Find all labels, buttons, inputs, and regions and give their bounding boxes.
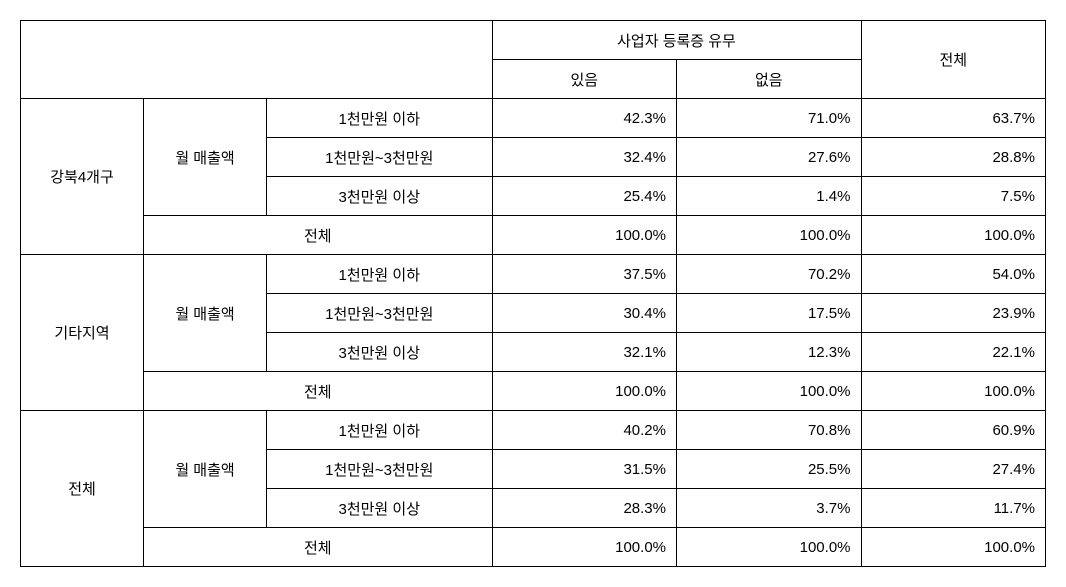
cell-value: 63.7% bbox=[861, 99, 1046, 138]
region-gangbuk: 강북4개구 bbox=[21, 99, 144, 255]
table-row: 전체 월 매출액 1천만원 이하 40.2% 70.8% 60.9% bbox=[21, 411, 1046, 450]
cell-value: 60.9% bbox=[861, 411, 1046, 450]
cell-value: 100.0% bbox=[492, 372, 677, 411]
cell-value: 17.5% bbox=[677, 294, 862, 333]
cell-value: 28.3% bbox=[492, 489, 677, 528]
table-row: 전체 100.0% 100.0% 100.0% bbox=[21, 216, 1046, 255]
cell-value: 32.4% bbox=[492, 138, 677, 177]
range-label: 1천만원~3천만원 bbox=[267, 294, 493, 333]
cell-value: 100.0% bbox=[492, 528, 677, 567]
range-label: 1천만원~3천만원 bbox=[267, 138, 493, 177]
cell-value: 70.2% bbox=[677, 255, 862, 294]
header-total: 전체 bbox=[861, 21, 1046, 99]
cell-value: 100.0% bbox=[677, 372, 862, 411]
header-row-1: 사업자 등록증 유무 전체 bbox=[21, 21, 1046, 60]
cell-value: 71.0% bbox=[677, 99, 862, 138]
region-total: 전체 bbox=[21, 411, 144, 567]
cell-value: 27.6% bbox=[677, 138, 862, 177]
cell-value: 100.0% bbox=[861, 372, 1046, 411]
header-blank bbox=[21, 21, 493, 99]
cell-value: 37.5% bbox=[492, 255, 677, 294]
range-label: 3천만원 이상 bbox=[267, 333, 493, 372]
cell-value: 54.0% bbox=[861, 255, 1046, 294]
header-group-registration: 사업자 등록증 유무 bbox=[492, 21, 861, 60]
range-label: 1천만원~3천만원 bbox=[267, 450, 493, 489]
cell-value: 28.8% bbox=[861, 138, 1046, 177]
range-label: 3천만원 이상 bbox=[267, 177, 493, 216]
cell-value: 27.4% bbox=[861, 450, 1046, 489]
cell-value: 100.0% bbox=[861, 528, 1046, 567]
cell-value: 70.8% bbox=[677, 411, 862, 450]
cell-value: 23.9% bbox=[861, 294, 1046, 333]
range-label: 1천만원 이하 bbox=[267, 411, 493, 450]
cell-value: 31.5% bbox=[492, 450, 677, 489]
range-label: 1천만원 이하 bbox=[267, 255, 493, 294]
cell-value: 100.0% bbox=[677, 216, 862, 255]
cell-value: 3.7% bbox=[677, 489, 862, 528]
header-no: 없음 bbox=[677, 60, 862, 99]
cell-value: 25.4% bbox=[492, 177, 677, 216]
cell-value: 12.3% bbox=[677, 333, 862, 372]
sales-by-registration-table: 사업자 등록증 유무 전체 있음 없음 강북4개구 월 매출액 1천만원 이하 … bbox=[20, 20, 1046, 567]
cell-value: 25.5% bbox=[677, 450, 862, 489]
category-label: 월 매출액 bbox=[144, 99, 267, 216]
cell-value: 100.0% bbox=[677, 528, 862, 567]
range-label: 1천만원 이하 bbox=[267, 99, 493, 138]
cell-value: 100.0% bbox=[861, 216, 1046, 255]
cell-value: 40.2% bbox=[492, 411, 677, 450]
table-row: 강북4개구 월 매출액 1천만원 이하 42.3% 71.0% 63.7% bbox=[21, 99, 1046, 138]
range-total-label: 전체 bbox=[144, 528, 493, 567]
cell-value: 1.4% bbox=[677, 177, 862, 216]
category-label: 월 매출액 bbox=[144, 411, 267, 528]
table-row: 전체 100.0% 100.0% 100.0% bbox=[21, 528, 1046, 567]
range-total-label: 전체 bbox=[144, 372, 493, 411]
cell-value: 30.4% bbox=[492, 294, 677, 333]
range-label: 3천만원 이상 bbox=[267, 489, 493, 528]
region-other: 기타지역 bbox=[21, 255, 144, 411]
header-yes: 있음 bbox=[492, 60, 677, 99]
cell-value: 7.5% bbox=[861, 177, 1046, 216]
category-label: 월 매출액 bbox=[144, 255, 267, 372]
cell-value: 11.7% bbox=[861, 489, 1046, 528]
cell-value: 32.1% bbox=[492, 333, 677, 372]
table-row: 전체 100.0% 100.0% 100.0% bbox=[21, 372, 1046, 411]
cell-value: 22.1% bbox=[861, 333, 1046, 372]
range-total-label: 전체 bbox=[144, 216, 493, 255]
cell-value: 100.0% bbox=[492, 216, 677, 255]
table-row: 기타지역 월 매출액 1천만원 이하 37.5% 70.2% 54.0% bbox=[21, 255, 1046, 294]
cell-value: 42.3% bbox=[492, 99, 677, 138]
